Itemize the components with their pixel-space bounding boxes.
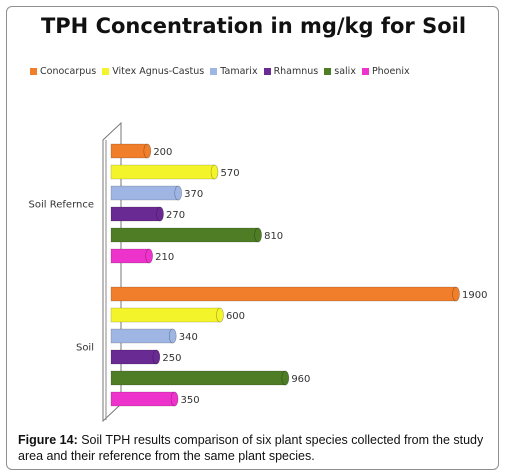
legend-label: Conocarpus [40, 65, 97, 77]
bar [110, 307, 221, 323]
data-label: 210 [155, 252, 174, 263]
legend-item: Conocarpus [30, 66, 96, 77]
data-label: 370 [184, 189, 203, 200]
chart-legend: Conocarpus Vitex Agnus-Castus Tamarix Rhamn… [30, 64, 480, 78]
bar-cap [174, 185, 182, 201]
legend-label: Phoenix [371, 65, 410, 77]
data-label: 960 [291, 374, 310, 385]
bar-cap [281, 370, 290, 386]
bar [110, 349, 157, 365]
chart-title: TPH Concentration in mg/kg for Soil [40, 14, 467, 38]
caption-text: Soil TPH results comparison of six plant… [18, 433, 484, 463]
caption-label: Figure 14: [18, 433, 78, 447]
bar-cap [168, 328, 177, 344]
bar-cap [156, 206, 164, 222]
figure-caption: Figure 14: Soil TPH results comparison o… [18, 432, 494, 464]
bar-cap [210, 164, 219, 180]
legend-swatch [263, 67, 271, 75]
data-label: 600 [226, 311, 245, 322]
legend-label: Tamarix [220, 65, 258, 77]
category-label: Soil Refernce [29, 200, 94, 211]
category-label: Soil [76, 343, 94, 354]
legend-swatch [30, 67, 37, 75]
data-label: 270 [166, 210, 185, 221]
bar-cap [145, 248, 153, 264]
bar-cap [254, 227, 262, 243]
bar [110, 391, 175, 407]
bar-cap [452, 286, 460, 302]
bar-cap [152, 349, 161, 365]
bar-cap [216, 307, 224, 323]
legend-item: Phoenix [361, 65, 410, 77]
legend-swatch [324, 67, 332, 75]
bar [110, 143, 148, 159]
legend-swatch [210, 67, 218, 75]
bar [110, 328, 174, 344]
data-label: 1900 [462, 290, 487, 301]
bar [110, 286, 457, 302]
legend-swatch [361, 67, 369, 75]
legend-item: Rhamnus [263, 65, 319, 77]
bar [110, 206, 161, 222]
legend-label: Vitex Agnus-Castus [112, 65, 205, 77]
data-label: 570 [221, 168, 240, 179]
bar-cap [143, 143, 152, 159]
legend-item: Tamarix [210, 65, 258, 77]
legend-item: salix [324, 66, 356, 77]
bar [110, 248, 150, 264]
bar-cap [170, 391, 179, 407]
legend-label: Rhamnus [273, 65, 319, 77]
legend-item: Vitex Agnus-Castus [102, 66, 204, 77]
bar [110, 164, 215, 180]
bar [110, 370, 286, 386]
bar [110, 227, 259, 243]
data-label: 350 [181, 395, 200, 406]
legend-label: salix [334, 65, 356, 77]
data-label: 340 [179, 332, 198, 343]
legend-swatch [102, 67, 110, 75]
bar [110, 185, 179, 201]
data-label: 200 [153, 147, 172, 158]
data-label: 250 [162, 353, 181, 364]
data-label: 810 [264, 231, 283, 242]
